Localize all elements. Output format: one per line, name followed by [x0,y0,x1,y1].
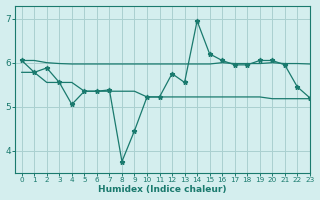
X-axis label: Humidex (Indice chaleur): Humidex (Indice chaleur) [98,185,227,194]
